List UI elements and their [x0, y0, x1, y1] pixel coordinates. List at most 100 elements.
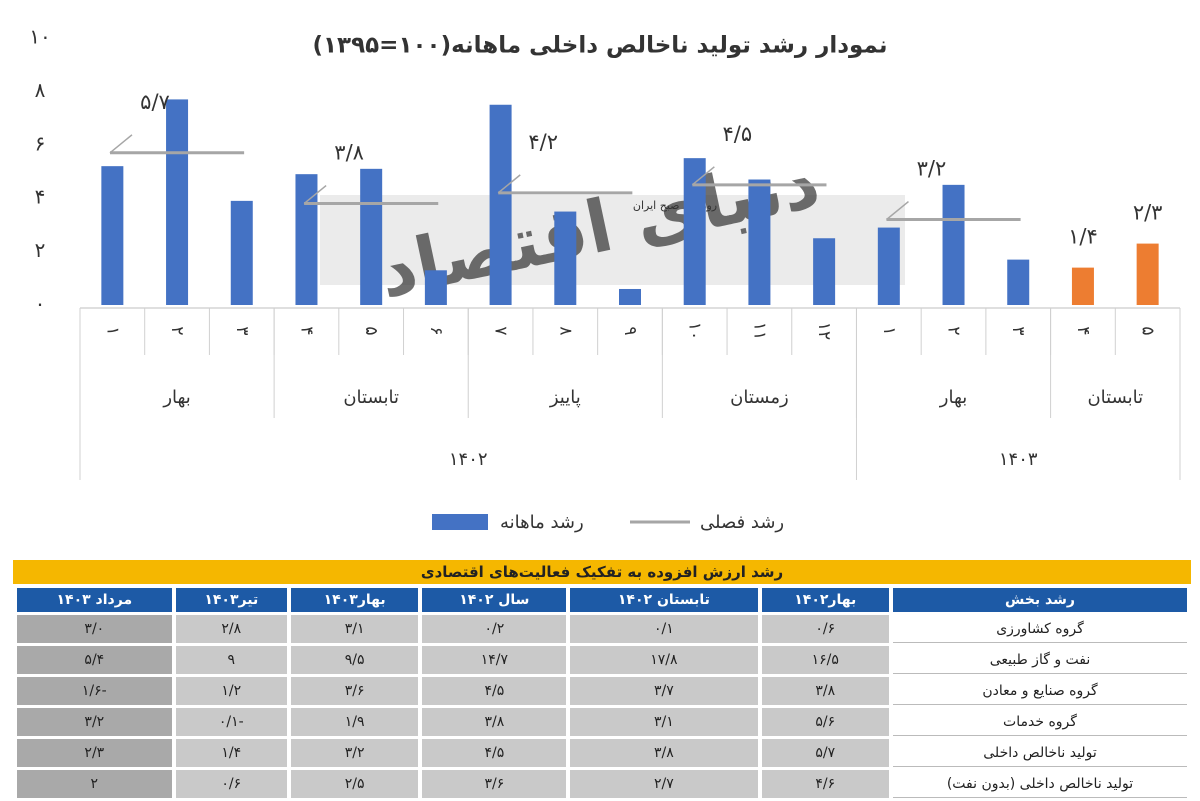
table-cell: ۲/۵ [290, 770, 419, 798]
table-cell: ۱۴/۷ [422, 646, 567, 674]
bar [1007, 259, 1030, 305]
season-leader [691, 166, 715, 186]
bar-label: ۱/۴ [1068, 225, 1098, 249]
table-cell: -۱/۶ [17, 677, 172, 705]
season-leader [497, 174, 521, 194]
bar [230, 200, 253, 305]
table-cell: ۳/۸ [570, 739, 758, 767]
month-label: ۲ [167, 326, 187, 335]
header-row: رشد بخش بهار۱۴۰۲ تابستان ۱۴۰۲ سال ۱۴۰۲ بهار۱… [17, 588, 1187, 612]
month-label: ۴ [296, 326, 316, 335]
table-body: گروه کشاورزی ۰/۶ ۰/۱ ۰/۲ ۳/۱ ۲/۸ ۳/۰ نفت و گاز … [17, 615, 1187, 798]
header-cell: بهار۱۴۰۳ [290, 588, 419, 612]
table-cell: تولید ناخالص داخلی (بدون نفت) [893, 770, 1187, 798]
bar [554, 211, 577, 305]
month-label: ۱ [879, 326, 899, 335]
table-cell: ۱/۲ [175, 677, 287, 705]
season-label: زمستان [730, 387, 789, 408]
table-cell: ۴/۵ [422, 739, 567, 767]
bar [619, 288, 641, 305]
chart-title: نمودار رشد تولید ناخالص داخلی ماهانه(۱۰۰… [312, 33, 887, 59]
table-cell: ۵/۴ [17, 646, 172, 674]
header-cell: تابستان ۱۴۰۲ [570, 588, 758, 612]
legend-swatch [432, 514, 488, 530]
month-label: ۶ [426, 326, 446, 335]
season-leader [109, 134, 133, 154]
season-value-label: ۵/۷ [140, 90, 170, 114]
month-label: ۷ [491, 326, 511, 335]
table-cell: ۳/۸ [761, 677, 889, 705]
table-cell: ۴/۵ [422, 677, 567, 705]
chart: نمودار رشد تولید ناخالص داخلی ماهانه(۱۰۰… [29, 25, 1181, 533]
season-value-label: ۳/۲ [917, 157, 947, 181]
table-cell: ۳/۶ [422, 770, 567, 798]
month-label: ۹ [620, 326, 640, 335]
season-value-label: ۳/۸ [334, 141, 364, 165]
bar [942, 184, 965, 305]
table-cell: ۰/۲ [422, 615, 567, 643]
table-cell: ۳/۶ [290, 677, 419, 705]
bar [101, 166, 124, 305]
season-label: بهار [939, 387, 967, 408]
table-row: گروه کشاورزی ۰/۶ ۰/۱ ۰/۲ ۳/۱ ۲/۸ ۳/۰ [17, 615, 1187, 643]
bar [360, 168, 383, 305]
header-cell: رشد بخش [893, 588, 1187, 612]
legend-label: رشد ماهانه [500, 512, 584, 533]
bar-label: ۲/۳ [1133, 201, 1163, 225]
season-label: تابستان [1087, 387, 1143, 408]
table-cell: -۰/۱ [175, 708, 287, 736]
table-cell: ۹/۵ [290, 646, 419, 674]
year-label: ۱۴۰۳ [999, 449, 1038, 470]
bar [1071, 267, 1094, 305]
table-cell: ۹ [175, 646, 287, 674]
header-cell: تیر۱۴۰۳ [175, 588, 287, 612]
table-cell: ۵/۶ [761, 708, 889, 736]
season-label: پاییز [549, 387, 581, 408]
table-cell: ۱/۴ [175, 739, 287, 767]
table-cell: تولید ناخالص داخلی [893, 739, 1187, 767]
y-tick-label: ۲ [35, 238, 46, 262]
table-cell: ۱/۹ [290, 708, 419, 736]
table-cell: ۱۶/۵ [761, 646, 889, 674]
table-cell: ۳/۲ [290, 739, 419, 767]
table-cell: ۳/۱ [290, 615, 419, 643]
table-title: رشد ارزش افزوده به تفکیک فعالیت‌های اقتص… [13, 560, 1191, 584]
table-cell: ۵/۷ [761, 739, 889, 767]
bar [877, 227, 900, 305]
table-cell: گروه کشاورزی [893, 615, 1187, 643]
table-cell: ۲ [17, 770, 172, 798]
season-leader [303, 184, 327, 205]
header-cell: سال ۱۴۰۲ [422, 588, 567, 612]
bar [295, 174, 318, 305]
month-label: ۳ [1008, 326, 1028, 335]
table-cell: ۲/۸ [175, 615, 287, 643]
table-cell: ۲/۷ [570, 770, 758, 798]
table-cell: ۰/۶ [175, 770, 287, 798]
bar [748, 179, 771, 305]
bar [489, 104, 512, 305]
y-tick-label: ۰ [35, 292, 46, 316]
month-label: ۵ [1138, 326, 1158, 335]
table-cell: ۲/۳ [17, 739, 172, 767]
season-value-label: ۴/۵ [723, 122, 753, 146]
table-row: تولید ناخالص داخلی (بدون نفت) ۴/۶ ۲/۷ ۳/۶ ۲/… [17, 770, 1187, 798]
bar [424, 270, 447, 305]
bar [1136, 243, 1159, 305]
month-label: ۱۲ [814, 322, 834, 340]
table: رشد ارزش افزوده به تفکیک فعالیت‌های اقتص… [13, 560, 1191, 801]
table-cell: ۳/۷ [570, 677, 758, 705]
season-value-label: ۴/۲ [528, 130, 558, 154]
table-row: گروه صنایع و معادن ۳/۸ ۳/۷ ۴/۵ ۳/۶ ۱/۲ -۱/۶ [17, 677, 1187, 705]
table-cell: نفت و گاز طبیعی [893, 646, 1187, 674]
bar [813, 238, 836, 305]
header-cell: بهار۱۴۰۲ [761, 588, 889, 612]
season-label: بهار [162, 387, 190, 408]
season-leader [885, 200, 909, 221]
watermark-box [320, 195, 905, 285]
table-cell: ۱۷/۸ [570, 646, 758, 674]
month-label: ۱۱ [749, 322, 769, 340]
bar [166, 99, 189, 305]
table-cell: ۳/۸ [422, 708, 567, 736]
month-label: ۳ [232, 326, 252, 335]
table-cell: ۳/۱ [570, 708, 758, 736]
